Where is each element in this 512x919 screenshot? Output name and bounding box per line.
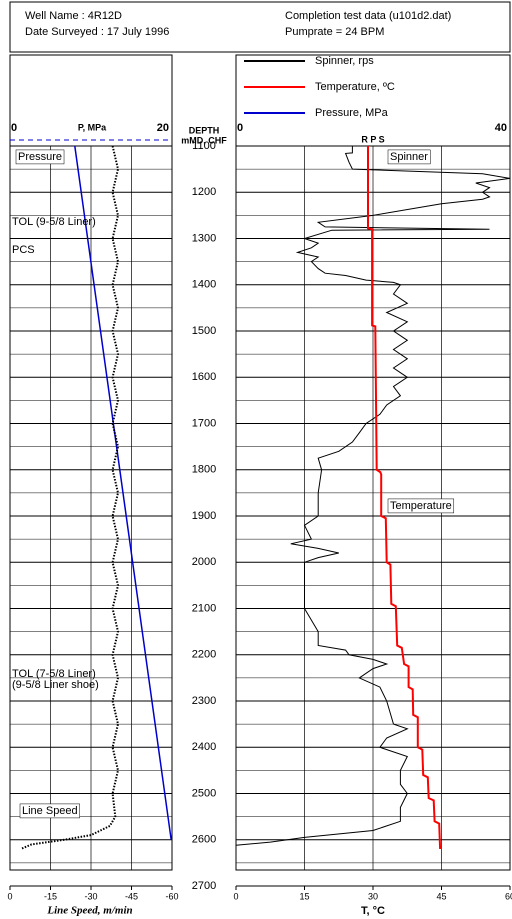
y-tick-label: 2200 <box>192 649 216 661</box>
right-header <box>235 54 511 147</box>
annotation: Pressure <box>18 151 62 163</box>
depth-unit: mMD, CHF <box>181 135 227 145</box>
x-tick-label: 30 <box>368 891 378 901</box>
series-line <box>367 146 442 850</box>
rps-axis-label: R P S <box>361 134 384 144</box>
annotation: Temperature <box>390 500 452 512</box>
legend-label: Temperature, ºC <box>315 81 395 93</box>
data-file: Completion test data (u101d2.dat) <box>285 10 451 22</box>
y-tick-label: 2400 <box>192 741 216 753</box>
y-tick-label: 1700 <box>192 417 216 429</box>
y-tick-label: 1600 <box>192 371 216 383</box>
annotation: TOL (7-5/8 Liner) <box>12 668 96 680</box>
y-tick-label: 2600 <box>192 834 216 846</box>
y-tick-label: 2500 <box>192 787 216 799</box>
y-tick-label: 2100 <box>192 602 216 614</box>
y-tick-label: 1100 <box>192 140 216 152</box>
y-tick-label: 1800 <box>192 464 216 476</box>
scale-label: 0 <box>237 122 243 134</box>
x-tick-label: -15 <box>44 891 57 901</box>
annotation-box <box>15 149 65 165</box>
x-tick-label: 0 <box>233 891 238 901</box>
x-tick-label: 15 <box>299 891 309 901</box>
y-tick-label: 2300 <box>192 695 216 707</box>
x-tick-label: -60 <box>165 891 178 901</box>
legend-label: Spinner, rps <box>315 55 374 67</box>
x-tick-label: 0 <box>7 891 12 901</box>
annotation: TOL (9-5/8 Liner) <box>12 216 96 228</box>
pressure-axis-label: P, MPa <box>78 122 107 132</box>
y-tick-label: 1500 <box>192 325 216 337</box>
x-tick-label: -45 <box>125 891 138 901</box>
legend-label: Pressure, MPa <box>315 107 389 119</box>
x-tick-label: 45 <box>436 891 446 901</box>
date-surveyed: Date Surveyed : 17 July 1996 <box>25 26 169 38</box>
pumprate: Pumprate = 24 BPM <box>285 26 384 38</box>
y-tick-label: 2700 <box>192 880 216 892</box>
annotation: PCS <box>12 244 35 256</box>
annotation-box <box>19 803 80 819</box>
well-name: Well Name : 4R12D <box>25 10 122 22</box>
scale-label: 0 <box>11 122 17 134</box>
scale-label: 20 <box>157 122 169 134</box>
series-line <box>235 146 511 846</box>
x-tick-label: -30 <box>84 891 97 901</box>
annotation: Spinner <box>390 151 428 163</box>
annotation: (9-5/8 Liner shoe) <box>12 679 99 691</box>
x-tick-label: 60 <box>505 891 512 901</box>
depth-label: DEPTH <box>189 125 220 135</box>
header-box <box>9 1 511 53</box>
series-line <box>20 145 120 850</box>
y-tick-label: 1900 <box>192 510 216 522</box>
y-tick-label: 2000 <box>192 556 216 568</box>
series-line <box>74 145 172 840</box>
annotation: Line Speed <box>22 805 78 817</box>
temperature-axis-label: T, °C <box>361 905 385 917</box>
line-speed-axis-label: Line Speed, m/min <box>46 905 132 917</box>
annotation-box <box>387 498 455 514</box>
scale-label: 40 <box>495 122 507 134</box>
y-tick-label: 1300 <box>192 232 216 244</box>
annotation-box <box>387 149 431 165</box>
y-tick-label: 1200 <box>192 186 216 198</box>
y-tick-label: 1400 <box>192 279 216 291</box>
